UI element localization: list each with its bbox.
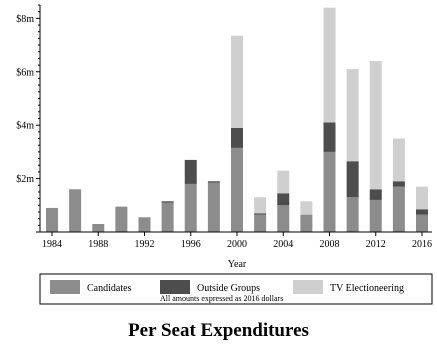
bar-outside-groups-1996: [184, 159, 197, 184]
bar-candidates-2004: [277, 205, 290, 232]
bar-outside-groups-2014: [392, 181, 405, 187]
legend-label-candidates: Candidates: [87, 283, 132, 294]
x-tick-label: 2004: [273, 239, 293, 250]
bar-candidates-2012: [369, 199, 382, 232]
bar-outside-groups-2016: [416, 209, 428, 215]
bar-candidates-1984: [46, 207, 58, 232]
bar-outside-groups-2004: [277, 193, 290, 206]
x-tick-label: 2000: [227, 239, 247, 250]
bar-candidates-1988: [92, 223, 105, 232]
bar-tv-electioneering-2016: [416, 186, 428, 210]
x-tick-label: 2012: [366, 239, 386, 250]
x-tick-label: 2008: [320, 239, 340, 250]
bar-candidates-1996: [184, 183, 197, 232]
bar-tv-electioneering-2008: [323, 7, 336, 123]
legend-label-tv-electioneering: TV Electioneering: [330, 283, 404, 294]
bar-candidates-2008: [323, 151, 336, 232]
bar-candidates-2002: [254, 214, 267, 232]
y-tick-label: $6m: [16, 67, 34, 78]
y-tick-label: $4m: [16, 121, 34, 132]
y-tick-label: $2m: [16, 174, 34, 185]
legend-swatch-tv-electioneering: [293, 280, 323, 294]
bar-candidates-1994: [161, 202, 174, 232]
bar-tv-electioneering-2004: [277, 170, 290, 194]
bar-tv-electioneering-2006: [300, 201, 313, 215]
bar-outside-groups-2008: [323, 122, 336, 152]
x-axis-title: Year: [228, 259, 247, 270]
bar-chart: $2m $4m $6m $8m 1984 1988 1992 1996 2000 2004 200…: [16, 4, 433, 305]
bar-tv-electioneering-2010: [346, 69, 359, 162]
bars-group: [46, 7, 428, 232]
bar-candidates-2010: [346, 197, 359, 232]
bar-outside-groups-2002: [254, 213, 267, 215]
bar-candidates-2014: [392, 186, 405, 232]
bar-outside-groups-2012: [369, 189, 382, 200]
x-tick-label: 1996: [181, 239, 201, 250]
bar-outside-groups-2010: [346, 161, 359, 198]
legend-swatch-candidates: [50, 280, 80, 294]
bar-candidates-2000: [231, 147, 243, 232]
x-tick-label: 1984: [42, 239, 62, 250]
bar-candidates-1990: [115, 206, 128, 232]
x-ticks-group: 1984 1988 1992 1996 2000 2004 2008 2012 2016: [42, 232, 432, 250]
y-tick-label: $8m: [16, 14, 34, 25]
bar-candidates-1998: [207, 182, 220, 232]
bar-tv-electioneering-2002: [254, 197, 267, 214]
bar-outside-groups-2000: [231, 127, 243, 148]
x-tick-label: 1992: [135, 239, 155, 250]
legend-label-outside-groups: Outside Groups: [197, 283, 260, 294]
legend-box: [39, 273, 433, 305]
bar-outside-groups-1998: [207, 181, 220, 183]
bar-candidates-1986: [69, 189, 82, 232]
legend-note: All amounts expressed as 2016 dollars: [160, 294, 283, 303]
bar-candidates-1992: [138, 217, 151, 232]
x-tick-label: 1988: [88, 239, 108, 250]
bar-candidates-2016: [416, 214, 428, 232]
legend-swatch-outside-groups: [160, 280, 190, 294]
y-ticks-group: $2m $4m $6m $8m: [16, 4, 40, 233]
legend: Candidates Outside Groups TV Electioneer…: [39, 273, 433, 305]
bar-tv-electioneering-2012: [369, 61, 382, 190]
bar-tv-electioneering-2000: [231, 35, 243, 128]
chart-title: Per Seat Expenditures: [128, 320, 309, 341]
bar-candidates-2006: [300, 214, 313, 232]
x-tick-label: 2016: [412, 239, 432, 250]
bar-outside-groups-1994: [161, 201, 174, 203]
bar-tv-electioneering-2014: [392, 138, 405, 182]
